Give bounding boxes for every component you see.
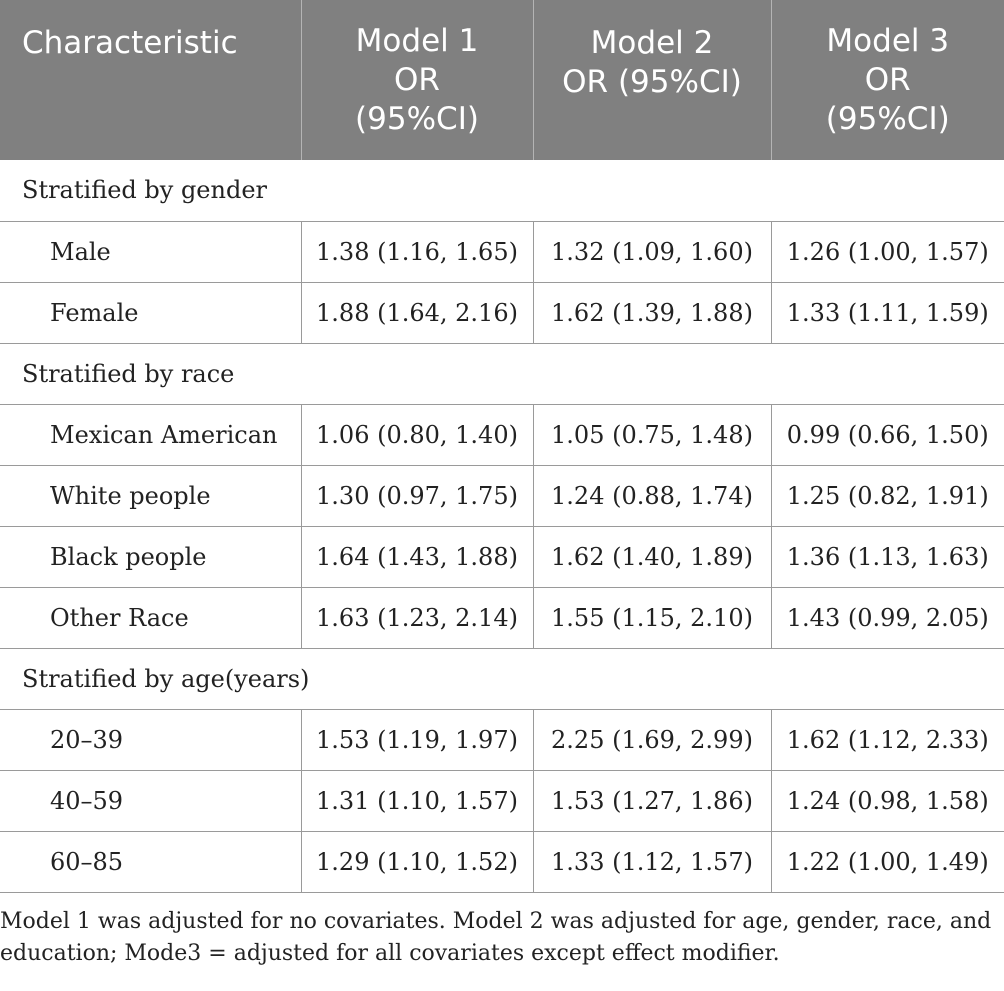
table-header: Characteristic Model 1 OR (95%CI) Model … <box>0 0 1004 160</box>
header-model-3-line-2: OR <box>864 61 911 98</box>
table-row: 40–59 1.31 (1.10, 1.57) 1.53 (1.27, 1.86… <box>0 770 1004 832</box>
header-model-3-line-1: Model 3 <box>826 22 950 59</box>
row-label: Male <box>0 221 301 283</box>
model-1-value: 1.53 (1.19, 1.97) <box>300 709 533 771</box>
model-2-value: 1.62 (1.40, 1.89) <box>532 526 771 588</box>
model-1-value: 1.63 (1.23, 2.14) <box>300 587 533 649</box>
header-model-2-line-1: Model 2 <box>590 25 714 61</box>
model-2-value: 1.53 (1.27, 1.86) <box>532 770 771 832</box>
model-2-value: 1.24 (0.88, 1.74) <box>532 465 771 527</box>
group-row-race: Stratified by race <box>0 343 1004 405</box>
model-3-value: 1.62 (1.12, 2.33) <box>770 709 1004 771</box>
model-3-value: 1.36 (1.13, 1.63) <box>770 526 1004 588</box>
table-row: Female 1.88 (1.64, 2.16) 1.62 (1.39, 1.8… <box>0 282 1004 344</box>
table-footnote: Model 1 was adjusted for no covariates. … <box>0 906 1004 970</box>
header-model-1-line-2: OR <box>394 61 440 98</box>
header-model-1-line-1: Model 1 <box>355 22 479 59</box>
row-label: 40–59 <box>0 770 301 832</box>
group-row-gender: Stratified by gender <box>0 160 1004 222</box>
table-row: Male 1.38 (1.16, 1.65) 1.32 (1.09, 1.60)… <box>0 221 1004 283</box>
row-label: Female <box>0 282 301 344</box>
table-row: Black people 1.64 (1.43, 1.88) 1.62 (1.4… <box>0 526 1004 588</box>
group-title: Stratified by race <box>0 343 1004 405</box>
table-row: White people 1.30 (0.97, 1.75) 1.24 (0.8… <box>0 465 1004 527</box>
model-3-value: 1.25 (0.82, 1.91) <box>770 465 1004 527</box>
header-row: Characteristic Model 1 OR (95%CI) Model … <box>0 0 1004 160</box>
row-label: White people <box>0 465 301 527</box>
table-row: 20–39 1.53 (1.19, 1.97) 2.25 (1.69, 2.99… <box>0 709 1004 771</box>
model-2-value: 1.33 (1.12, 1.57) <box>532 831 771 893</box>
model-1-value: 1.31 (1.10, 1.57) <box>300 770 533 832</box>
model-3-value: 1.22 (1.00, 1.49) <box>770 831 1004 893</box>
model-3-value: 1.33 (1.11, 1.59) <box>770 282 1004 344</box>
model-3-value: 1.24 (0.98, 1.58) <box>770 770 1004 832</box>
group-title: Stratified by age(years) <box>0 648 1004 710</box>
header-model-3: Model 3 OR (95%CI) <box>770 0 1004 160</box>
row-label: 60–85 <box>0 831 301 893</box>
row-label: Mexican American <box>0 404 301 466</box>
model-1-value: 1.29 (1.10, 1.52) <box>300 831 533 893</box>
group-row-age: Stratified by age(years) <box>0 648 1004 710</box>
header-model-2-line-2: OR (95%CI) <box>562 64 742 100</box>
header-model-2: Model 2 OR (95%CI) <box>532 0 771 160</box>
table-body: Stratified by gender Male 1.38 (1.16, 1.… <box>0 160 1004 893</box>
row-label: Black people <box>0 526 301 588</box>
model-3-value: 0.99 (0.66, 1.50) <box>770 404 1004 466</box>
header-characteristic: Characteristic <box>0 0 301 160</box>
model-3-value: 1.43 (0.99, 2.05) <box>770 587 1004 649</box>
model-1-value: 1.38 (1.16, 1.65) <box>300 221 533 283</box>
footnote-line-1: Model 1 was adjusted for no covariates. … <box>0 909 992 934</box>
model-1-value: 1.88 (1.64, 2.16) <box>300 282 533 344</box>
header-model-3-line-3: (95%CI) <box>825 100 950 137</box>
stratified-odds-ratio-table: Characteristic Model 1 OR (95%CI) Model … <box>0 0 1004 893</box>
group-title: Stratified by gender <box>0 160 1004 222</box>
table-row: Other Race 1.63 (1.23, 2.14) 1.55 (1.15,… <box>0 587 1004 649</box>
results-table-container: Characteristic Model 1 OR (95%CI) Model … <box>0 0 1004 893</box>
model-2-value: 1.62 (1.39, 1.88) <box>532 282 771 344</box>
model-3-value: 1.26 (1.00, 1.57) <box>770 221 1004 283</box>
model-2-value: 1.05 (0.75, 1.48) <box>532 404 771 466</box>
row-label: Other Race <box>0 587 301 649</box>
model-1-value: 1.64 (1.43, 1.88) <box>300 526 533 588</box>
row-label: 20–39 <box>0 709 301 771</box>
model-2-value: 1.32 (1.09, 1.60) <box>532 221 771 283</box>
model-2-value: 2.25 (1.69, 2.99) <box>532 709 771 771</box>
table-row: 60–85 1.29 (1.10, 1.52) 1.33 (1.12, 1.57… <box>0 831 1004 893</box>
table-row: Mexican American 1.06 (0.80, 1.40) 1.05 … <box>0 404 1004 466</box>
header-model-1-line-3: (95%CI) <box>355 100 479 137</box>
footnote-line-2: education; Mode3 = adjusted for all cova… <box>0 941 780 966</box>
header-characteristic-label: Characteristic <box>22 25 238 61</box>
header-model-1: Model 1 OR (95%CI) <box>300 0 533 160</box>
model-1-value: 1.06 (0.80, 1.40) <box>300 404 533 466</box>
model-2-value: 1.55 (1.15, 2.10) <box>532 587 771 649</box>
model-1-value: 1.30 (0.97, 1.75) <box>300 465 533 527</box>
